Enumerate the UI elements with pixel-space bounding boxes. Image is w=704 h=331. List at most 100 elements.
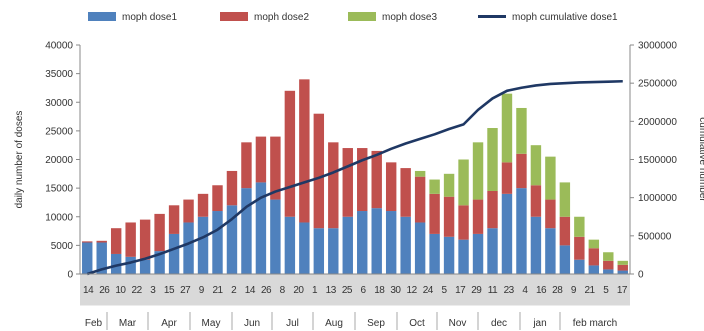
bar-1-11 — [241, 188, 252, 275]
x-week-label-6: 27 — [180, 285, 191, 296]
x-week-label-19: 30 — [390, 285, 401, 296]
bar-2-36 — [603, 260, 614, 270]
bar-3-30 — [516, 107, 527, 154]
bar-1-28 — [487, 228, 498, 274]
bar-2-5 — [154, 213, 165, 252]
bar-1-1 — [96, 242, 107, 274]
x-week-label-18: 18 — [374, 285, 385, 296]
bar-1-20 — [371, 208, 382, 274]
y-tick-label-2: 10000 — [45, 212, 73, 223]
x-month-label-3: May — [202, 318, 221, 329]
x-axis-band-bg — [80, 274, 630, 306]
y-tick-label-3: 15000 — [45, 184, 73, 195]
x-month-label-7: Sep — [367, 318, 385, 329]
y-tick-label-0: 0 — [67, 270, 73, 281]
bar-1-30 — [516, 188, 527, 275]
y2-tick-label-2: 1000000 — [638, 193, 677, 204]
bar-1-33 — [559, 245, 571, 275]
bar-3-27 — [472, 142, 484, 200]
x-week-label-17: 6 — [361, 285, 367, 296]
bar-1-12 — [255, 182, 267, 274]
y2-axis-title: cumulative number — [697, 117, 704, 202]
bar-1-15 — [299, 222, 310, 274]
bar-2-18 — [342, 148, 353, 217]
bar-2-33 — [559, 216, 571, 246]
x-week-label-8: 21 — [212, 285, 223, 296]
bar-1-8 — [197, 216, 209, 274]
bar-1-0 — [82, 242, 93, 274]
bar-3-23 — [414, 170, 426, 177]
bar-1-17 — [328, 228, 339, 274]
x-week-label-3: 22 — [132, 285, 143, 296]
y-tick-label-1: 5000 — [51, 241, 74, 252]
legend-label-2: moph dose2 — [254, 12, 309, 23]
bar-2-35 — [588, 248, 600, 266]
x-month-label-12: feb march — [573, 318, 617, 329]
x-week-label-10: 14 — [245, 285, 256, 296]
x-month-label-8: Oct — [409, 318, 425, 329]
bar-2-1 — [96, 240, 107, 243]
x-week-label-21: 24 — [423, 285, 434, 296]
bar-3-35 — [588, 239, 600, 249]
bar-3-29 — [501, 93, 513, 163]
x-week-label-5: 15 — [164, 285, 175, 296]
bar-2-25 — [443, 196, 455, 237]
bar-2-26 — [458, 205, 469, 240]
bar-3-33 — [559, 182, 571, 217]
bar-2-28 — [487, 190, 498, 229]
x-month-label-6: Aug — [325, 318, 343, 329]
cumulative-line-layer — [86, 79, 623, 276]
x-week-label-31: 21 — [584, 285, 595, 296]
bar-2-19 — [357, 148, 368, 212]
bar-2-6 — [168, 205, 180, 234]
bar-2-21 — [385, 162, 397, 212]
x-axis-labels: 14 26 10 22 3 15 27 9 21 2 14 26 8 20 1 13 25 6 18 30 12 24 5 1… — [83, 285, 628, 330]
bar-3-28 — [487, 128, 498, 191]
x-month-label-0: Feb — [85, 318, 103, 329]
x-week-label-23: 17 — [455, 285, 466, 296]
bar-2-17 — [328, 142, 339, 229]
bar-1-36 — [603, 269, 614, 274]
bar-1-29 — [501, 193, 513, 274]
bar-3-36 — [603, 252, 614, 261]
x-week-label-12: 8 — [280, 285, 286, 296]
bar-2-16 — [313, 113, 325, 229]
bars — [82, 79, 628, 275]
x-month-label-11: jan — [532, 318, 546, 329]
bar-2-27 — [472, 199, 484, 234]
bar-2-20 — [371, 150, 382, 209]
bar-3-31 — [530, 145, 542, 186]
bar-2-2 — [110, 228, 122, 254]
bar-2-0 — [82, 241, 93, 243]
bar-2-11 — [241, 142, 252, 189]
x-week-label-32: 5 — [603, 285, 609, 296]
bar-2-15 — [299, 79, 310, 223]
y2-tick-label-3: 1500000 — [638, 155, 677, 166]
legend-swatch-2 — [220, 12, 248, 21]
bar-1-7 — [183, 222, 194, 274]
bar-1-26 — [458, 239, 469, 274]
bar-2-34 — [574, 236, 585, 260]
x-week-label-26: 23 — [504, 285, 515, 296]
bar-1-35 — [588, 265, 600, 274]
y-tick-label-4: 20000 — [45, 155, 73, 166]
bar-1-5 — [154, 251, 165, 274]
legend-swatch-3 — [348, 12, 376, 21]
bar-2-29 — [501, 162, 513, 194]
bar-2-10 — [226, 170, 238, 206]
x-week-label-4: 3 — [150, 285, 156, 296]
y-axis-title: daily number of doses — [14, 111, 25, 209]
x-week-label-28: 16 — [536, 285, 547, 296]
bar-2-8 — [197, 193, 209, 217]
y2-tick-label-4: 2000000 — [638, 117, 677, 128]
y-tick-label-7: 35000 — [45, 69, 73, 80]
legend-swatch-1 — [88, 12, 116, 21]
x-axis-band — [80, 274, 630, 307]
bar-2-3 — [125, 222, 136, 257]
y2-tick-label-0: 0 — [638, 270, 644, 281]
x-week-label-14: 1 — [312, 285, 318, 296]
x-week-label-0: 14 — [83, 285, 94, 296]
bar-3-34 — [574, 216, 585, 237]
bar-2-32 — [545, 199, 556, 229]
